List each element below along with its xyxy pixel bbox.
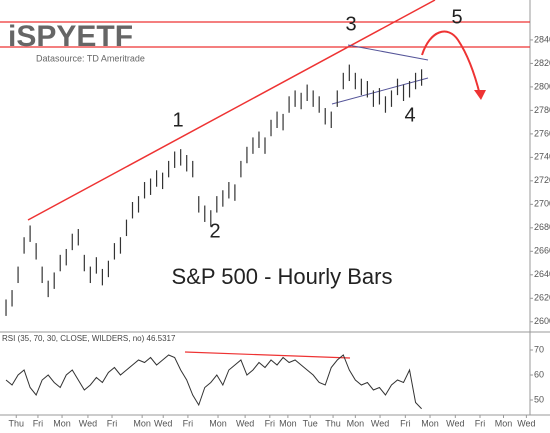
x-tick-label: Fri <box>475 418 486 428</box>
y-tick-label: 2780 <box>534 105 550 115</box>
x-tick-label: Mon <box>53 418 71 428</box>
x-tick-label: Thu <box>9 418 25 428</box>
y-tick-label: 2840 <box>534 34 550 44</box>
y-tick-label: 2820 <box>534 58 550 68</box>
x-tick-label: Mon <box>209 418 227 428</box>
x-tick-label: Wed <box>446 418 464 428</box>
trendline <box>27 0 436 221</box>
logo: iSPYETF <box>8 20 133 53</box>
y-tick-label: 50 <box>534 394 544 404</box>
y-tick-label: 2800 <box>534 81 550 91</box>
arrow-head <box>474 90 486 100</box>
x-tick-label: Fri <box>107 418 118 428</box>
x-tick-label: Fri <box>183 418 194 428</box>
y-tick-label: 2720 <box>534 175 550 185</box>
x-tick-label: Wed <box>371 418 389 428</box>
y-tick-label: 2600 <box>534 316 550 326</box>
x-tick-label: Fri <box>400 418 411 428</box>
wave-label: 2 <box>209 220 220 242</box>
x-tick-label: Wed <box>517 418 535 428</box>
x-tick-label: Mon <box>279 418 297 428</box>
wave-label: 4 <box>404 104 415 126</box>
x-tick-label: Wed <box>154 418 172 428</box>
y-tick-label: 2740 <box>534 152 550 162</box>
chart-title: S&P 500 - Hourly Bars <box>172 264 393 289</box>
x-tick-label: Wed <box>79 418 97 428</box>
y-tick-label: 2680 <box>534 222 550 232</box>
triangle-line <box>347 44 429 61</box>
x-tick-label: Fri <box>265 418 276 428</box>
wave-label: 3 <box>345 13 356 35</box>
y-tick-label: 2620 <box>534 293 550 303</box>
x-tick-label: Mon <box>133 418 151 428</box>
rsi-line <box>5 354 422 410</box>
wave-label: 1 <box>172 109 183 131</box>
projection-arrow <box>421 30 481 96</box>
x-tick-label: Tue <box>303 418 318 428</box>
x-tick-label: Wed <box>236 418 254 428</box>
x-tick-label: Thu <box>325 418 341 428</box>
y-tick-label: 2700 <box>534 199 550 209</box>
x-tick-label: Mon <box>495 418 513 428</box>
rsi-label: RSI (35, 70, 30, CLOSE, WILDERS, no) 46.… <box>2 334 176 343</box>
x-tick-label: Mon <box>347 418 365 428</box>
x-tick-label: Mon <box>421 418 439 428</box>
y-tick-label: 70 <box>534 344 544 354</box>
y-tick-label: 2660 <box>534 246 550 256</box>
x-tick-label: Fri <box>33 418 44 428</box>
y-tick-label: 2760 <box>534 128 550 138</box>
divergence-line <box>184 351 351 359</box>
y-tick-label: 2640 <box>534 269 550 279</box>
source: Datasource: TD Ameritrade <box>36 53 145 63</box>
y-tick-label: 60 <box>534 369 544 379</box>
wave-label: 5 <box>451 6 462 28</box>
